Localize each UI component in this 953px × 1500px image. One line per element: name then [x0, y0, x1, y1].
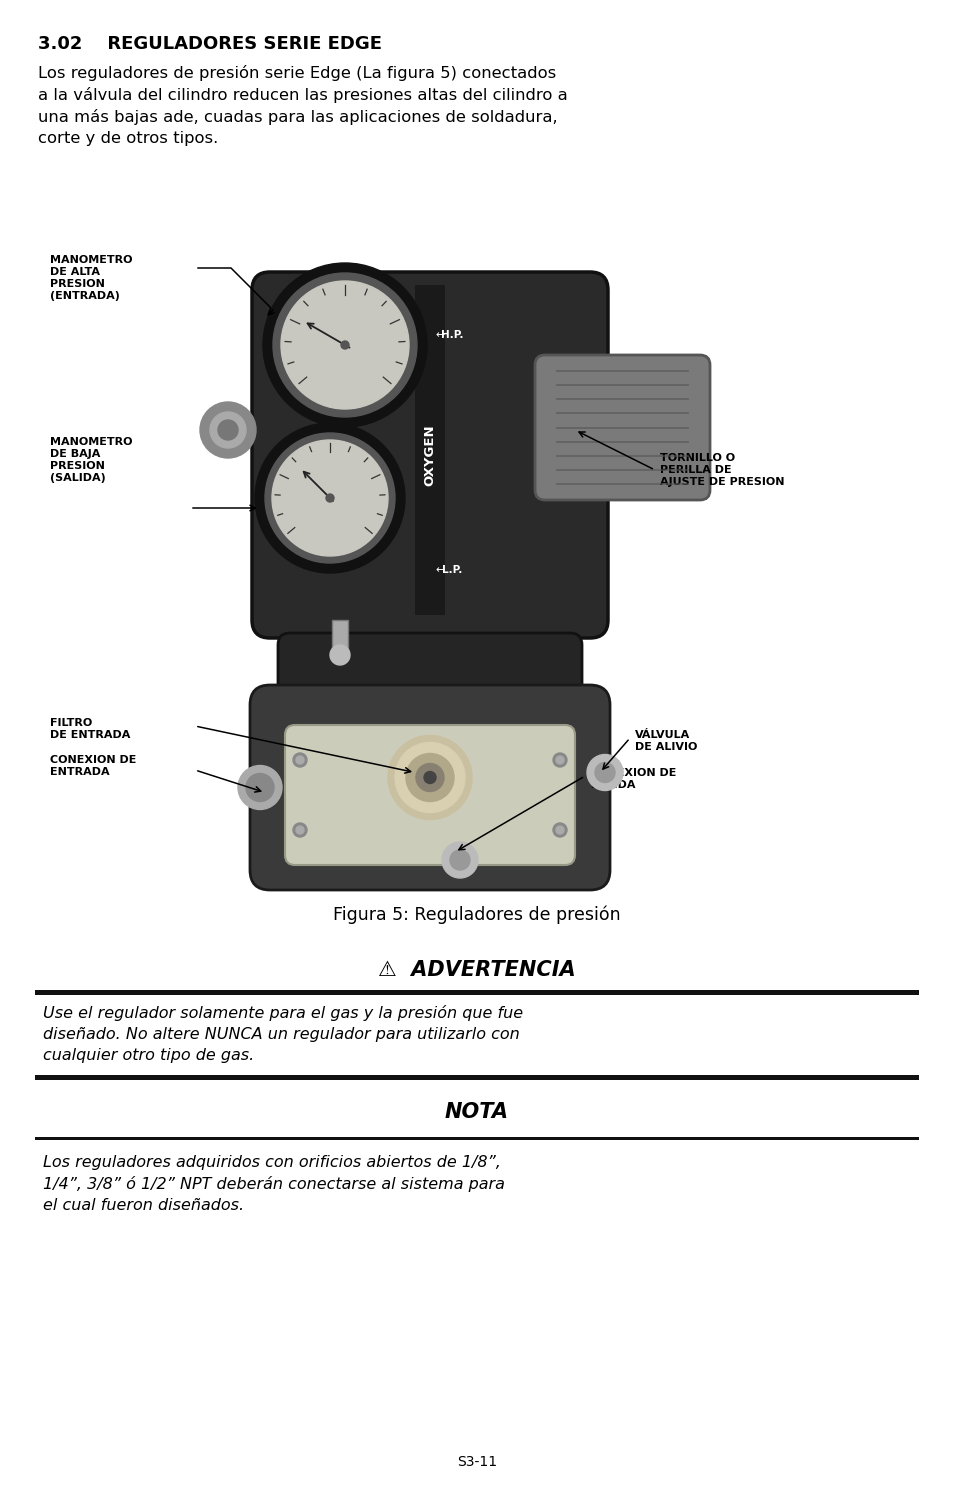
Text: Use el regulador solamente para el gas y la presión que fue
diseñado. No altere : Use el regulador solamente para el gas y…: [43, 1005, 522, 1062]
Text: 3.02    REGULADORES SERIE EDGE: 3.02 REGULADORES SERIE EDGE: [38, 34, 381, 53]
Circle shape: [295, 827, 304, 834]
Circle shape: [388, 735, 472, 819]
Text: Los reguladores de presión serie Edge (La figura 5) conectados
a la válvula del : Los reguladores de presión serie Edge (L…: [38, 64, 567, 146]
Circle shape: [556, 827, 563, 834]
Circle shape: [263, 262, 427, 428]
Text: TORNILLO O
PERILLA DE
AJUSTE DE PRESION: TORNILLO O PERILLA DE AJUSTE DE PRESION: [659, 453, 783, 488]
Text: ←: ←: [435, 330, 444, 340]
Circle shape: [423, 771, 436, 783]
FancyBboxPatch shape: [277, 633, 581, 736]
Text: ⚠  ADVERTENCIA: ⚠ ADVERTENCIA: [377, 960, 576, 980]
Circle shape: [265, 433, 395, 562]
Text: MANOMETRO
DE ALTA
PRESION
(ENTRADA): MANOMETRO DE ALTA PRESION (ENTRADA): [50, 255, 132, 302]
Circle shape: [272, 440, 388, 556]
Circle shape: [416, 764, 443, 792]
Circle shape: [246, 774, 274, 801]
Circle shape: [595, 762, 615, 783]
Circle shape: [281, 280, 409, 410]
Circle shape: [293, 753, 307, 766]
Circle shape: [326, 494, 334, 502]
Circle shape: [553, 753, 566, 766]
Text: Los reguladores adquiridos con orificios abiertos de 1/8”,
1/4”, 3/8” ó 1/2” NPT: Los reguladores adquiridos con orificios…: [43, 1155, 504, 1214]
Circle shape: [395, 742, 464, 813]
Text: H.P.: H.P.: [440, 330, 463, 340]
Circle shape: [200, 402, 255, 457]
Text: CONEXION DE
ENTRADA: CONEXION DE ENTRADA: [50, 754, 136, 777]
Text: CONEXION DE
SALIDA: CONEXION DE SALIDA: [589, 768, 676, 790]
Circle shape: [293, 824, 307, 837]
Circle shape: [218, 420, 237, 440]
Circle shape: [254, 423, 405, 573]
Text: S3-11: S3-11: [456, 1455, 497, 1468]
Text: Figura 5: Reguladores de presión: Figura 5: Reguladores de presión: [333, 904, 620, 924]
Circle shape: [340, 340, 349, 350]
Circle shape: [586, 754, 622, 790]
Circle shape: [406, 753, 454, 801]
Bar: [415, 285, 444, 615]
Circle shape: [295, 756, 304, 764]
Circle shape: [441, 842, 477, 878]
FancyBboxPatch shape: [559, 364, 584, 490]
Text: FILTRO
DE ENTRADA: FILTRO DE ENTRADA: [50, 718, 131, 740]
Text: L.P.: L.P.: [441, 566, 461, 574]
FancyBboxPatch shape: [285, 724, 575, 866]
Circle shape: [273, 273, 416, 417]
FancyBboxPatch shape: [250, 686, 609, 890]
Bar: [35, 990, 918, 994]
Text: MANOMETRO
DE BAJA
PRESION
(SALIDA): MANOMETRO DE BAJA PRESION (SALIDA): [50, 436, 132, 483]
Circle shape: [210, 413, 246, 448]
Circle shape: [553, 824, 566, 837]
Text: NOTA: NOTA: [444, 1102, 509, 1122]
Text: VÁLVULA
DE ALIVIO: VÁLVULA DE ALIVIO: [635, 730, 697, 752]
Text: ←: ←: [435, 566, 444, 574]
Bar: [35, 1076, 918, 1080]
Text: OXYGEN: OXYGEN: [423, 424, 436, 486]
Bar: [332, 620, 348, 656]
Bar: [35, 1137, 918, 1140]
FancyBboxPatch shape: [252, 272, 607, 638]
Circle shape: [237, 765, 282, 810]
Circle shape: [450, 850, 470, 870]
Circle shape: [556, 756, 563, 764]
Circle shape: [330, 645, 350, 664]
FancyBboxPatch shape: [535, 356, 709, 500]
